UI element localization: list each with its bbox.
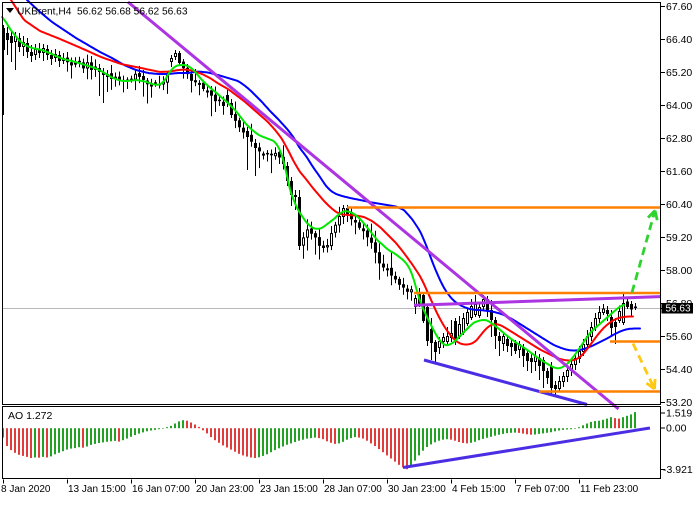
svg-text:-3.921: -3.921 [663, 464, 693, 476]
svg-text:1.519: 1.519 [666, 407, 692, 419]
svg-text:30 Jan 23:00: 30 Jan 23:00 [388, 484, 446, 495]
svg-text:62.80: 62.80 [666, 133, 692, 145]
svg-text:0.00: 0.00 [666, 422, 687, 434]
svg-text:7 Feb 07:00: 7 Feb 07:00 [516, 484, 570, 495]
svg-text:65.20: 65.20 [666, 67, 692, 79]
svg-text:UKBrent,H4 56.62 56.68 56.62: UKBrent,H4 56.62 56.68 56.62 56.63 [17, 7, 188, 18]
svg-text:8 Jan 2020: 8 Jan 2020 [1, 484, 51, 495]
svg-text:61.60: 61.60 [666, 166, 692, 178]
svg-text:20 Jan 23:00: 20 Jan 23:00 [196, 484, 254, 495]
svg-text:28 Jan 07:00: 28 Jan 07:00 [324, 484, 382, 495]
svg-text:59.20: 59.20 [666, 232, 692, 244]
svg-text:53.20: 53.20 [666, 397, 692, 409]
svg-text:60.40: 60.40 [666, 199, 692, 211]
svg-text:4 Feb 15:00: 4 Feb 15:00 [452, 484, 506, 495]
svg-text:67.60: 67.60 [666, 1, 692, 13]
svg-text:66.40: 66.40 [666, 34, 692, 46]
svg-text:58.00: 58.00 [666, 265, 692, 277]
svg-text:56.63: 56.63 [666, 304, 691, 315]
svg-text:16 Jan 07:00: 16 Jan 07:00 [132, 484, 190, 495]
svg-text:54.40: 54.40 [666, 364, 692, 376]
svg-text:13 Jan 15:00: 13 Jan 15:00 [68, 484, 126, 495]
svg-text:11 Feb 23:00: 11 Feb 23:00 [580, 484, 639, 495]
svg-text:55.60: 55.60 [666, 331, 692, 343]
svg-text:AO 1.272: AO 1.272 [8, 410, 53, 422]
svg-text:64.00: 64.00 [666, 100, 692, 112]
svg-text:23 Jan 15:00: 23 Jan 15:00 [260, 484, 318, 495]
